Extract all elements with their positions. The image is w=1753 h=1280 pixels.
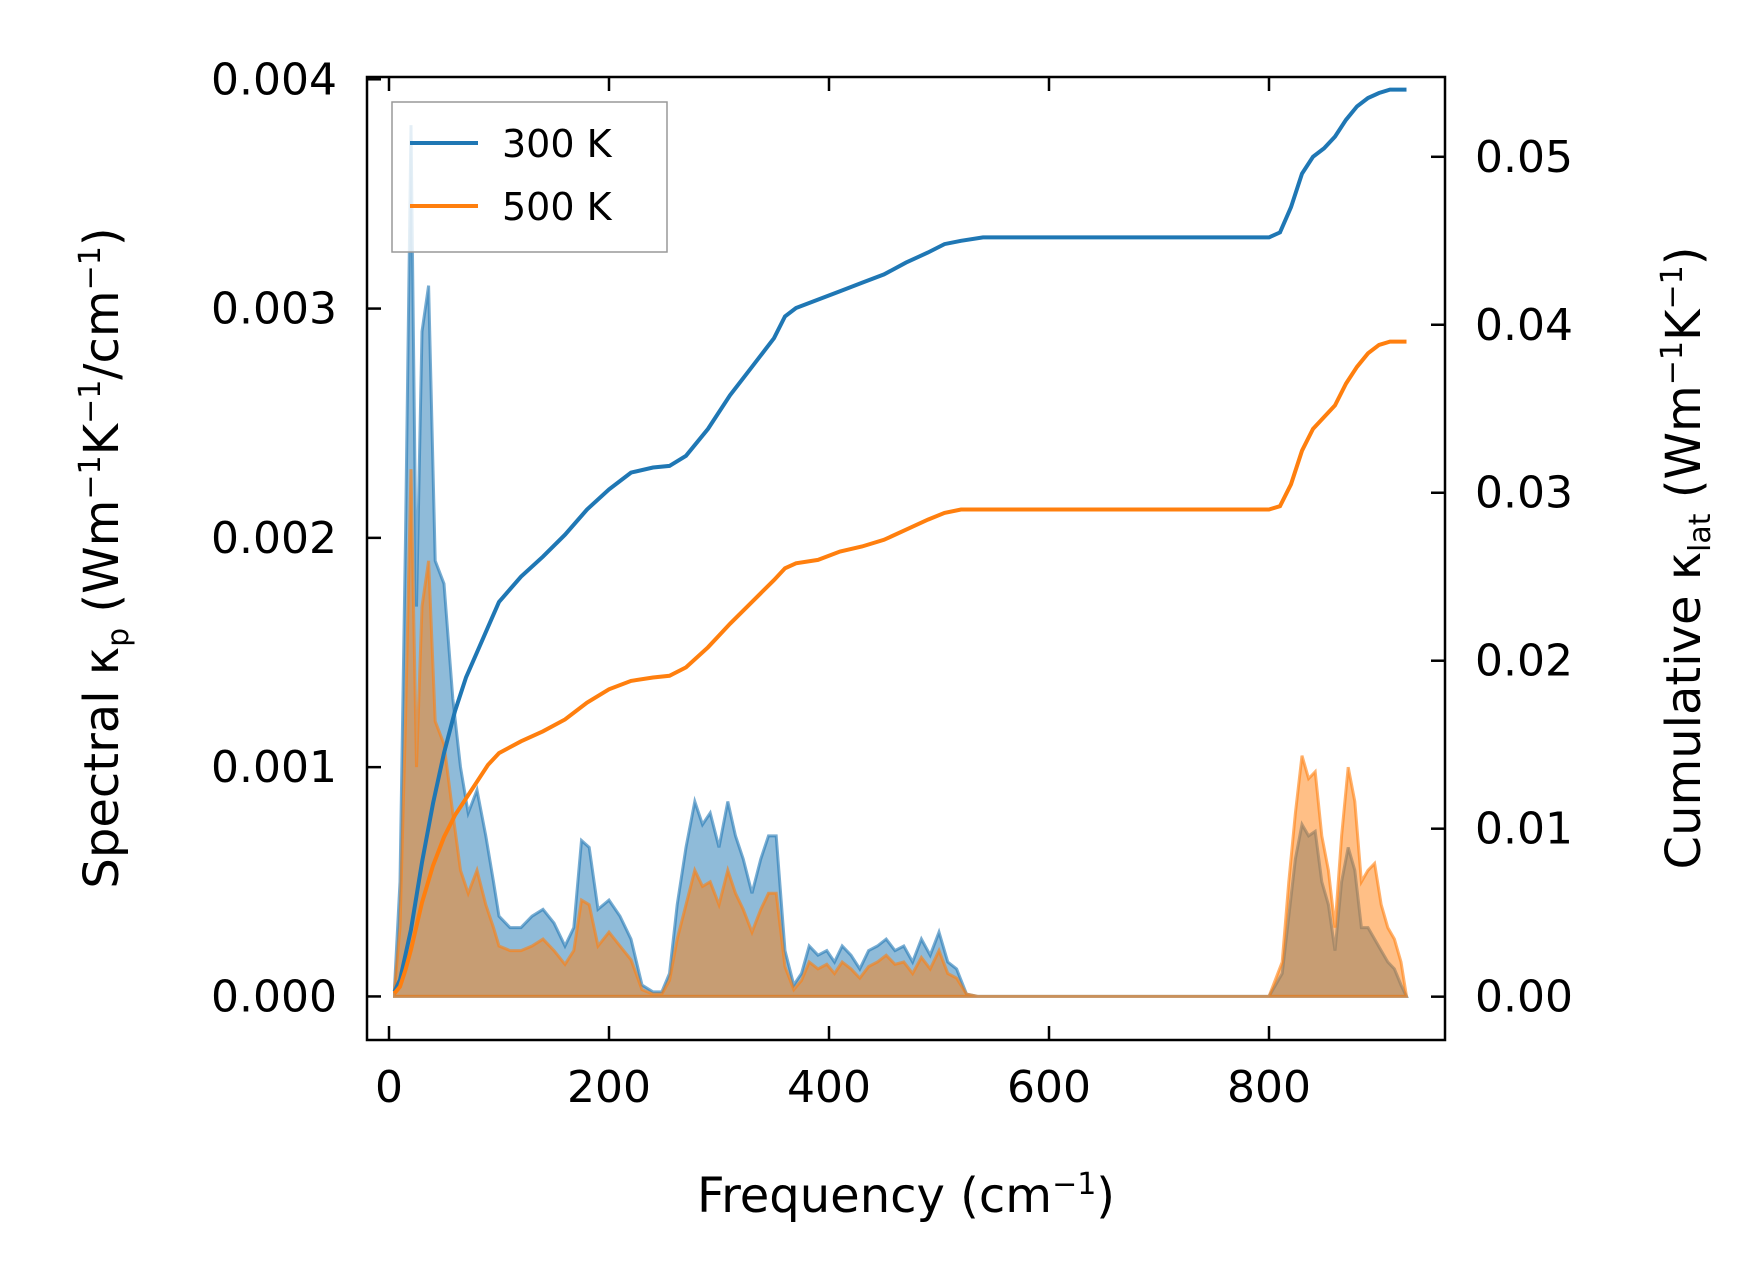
x-axis-label: Frequency (cm−1) (697, 1167, 1115, 1224)
y-left-tick-label: 0.002 (211, 513, 337, 564)
cumulative-line-series-1 (392, 339, 1407, 995)
x-tick-label: 0 (375, 1062, 403, 1113)
spectral-area-series-1 (393, 469, 1409, 998)
x-tick-label: 200 (567, 1062, 651, 1113)
y-left-tick-label: 0.004 (211, 54, 337, 105)
x-tick-label: 400 (787, 1062, 871, 1113)
x-tick-label: 800 (1227, 1062, 1311, 1113)
spectral-area-series-0 (393, 125, 1409, 998)
y-left-tick-label: 0.001 (211, 742, 337, 793)
legend: 300 K 500 K (391, 101, 668, 253)
y-left-tick-label: 0.003 (211, 284, 337, 335)
y-right-tick-label: 0.01 (1475, 804, 1573, 855)
y-axis-right-label: Cumulative κlat (Wm−1K−1) (1655, 247, 1718, 870)
y-right-tick-label: 0.03 (1475, 468, 1573, 519)
legend-box (391, 101, 668, 253)
y-right-tick-label: 0.02 (1475, 636, 1573, 687)
y-axis-left-label: Spectral κp (Wm−1K−1/cm−1) (73, 227, 136, 888)
legend-label-300k: 300 K (502, 122, 613, 166)
cumulative-line-series-0 (392, 87, 1407, 993)
x-tick-label: 600 (1007, 1062, 1091, 1113)
y-right-tick-label: 0.04 (1475, 300, 1573, 351)
y-right-tick-label: 0.05 (1475, 132, 1573, 183)
plot-frame (365, 75, 1447, 1042)
legend-label-500k: 500 K (502, 185, 613, 229)
y-right-tick-label: 0.00 (1475, 972, 1573, 1023)
y-left-tick-label: 0.000 (211, 971, 337, 1022)
